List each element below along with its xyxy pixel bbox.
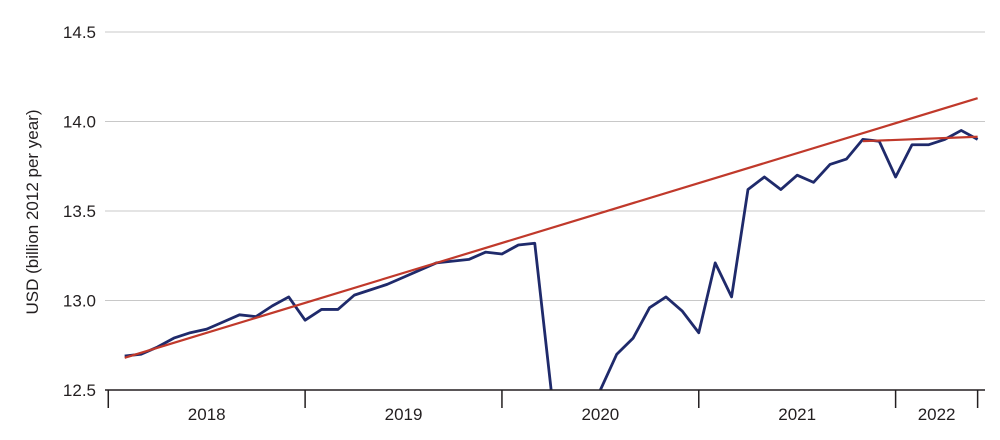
- y-tick-label: 14.5: [63, 23, 96, 42]
- y-tick-label: 12.5: [63, 381, 96, 400]
- y-tick-label: 14.0: [63, 113, 96, 132]
- x-tick-label: 2021: [778, 405, 816, 424]
- series-line: [124, 129, 979, 391]
- trend-line: [862, 135, 978, 143]
- trend-line: [124, 97, 978, 359]
- y-tick-label: 13.0: [63, 292, 96, 311]
- x-tick-label: 2022: [918, 405, 956, 424]
- x-tick-label: 2018: [188, 405, 226, 424]
- y-axis-title: USD (billion 2012 per year): [23, 109, 42, 314]
- y-axis-tick-labels: 12.5 13.0 13.5 14.0 14.5: [63, 23, 96, 400]
- series-lines: [124, 97, 979, 391]
- x-tick-label: 2019: [385, 405, 423, 424]
- x-tick-label: 2020: [581, 405, 619, 424]
- y-tick-label: 13.5: [63, 202, 96, 221]
- gridlines: [105, 31, 985, 301]
- x-axis: 2018 2019 2020 2021 2022: [105, 389, 985, 424]
